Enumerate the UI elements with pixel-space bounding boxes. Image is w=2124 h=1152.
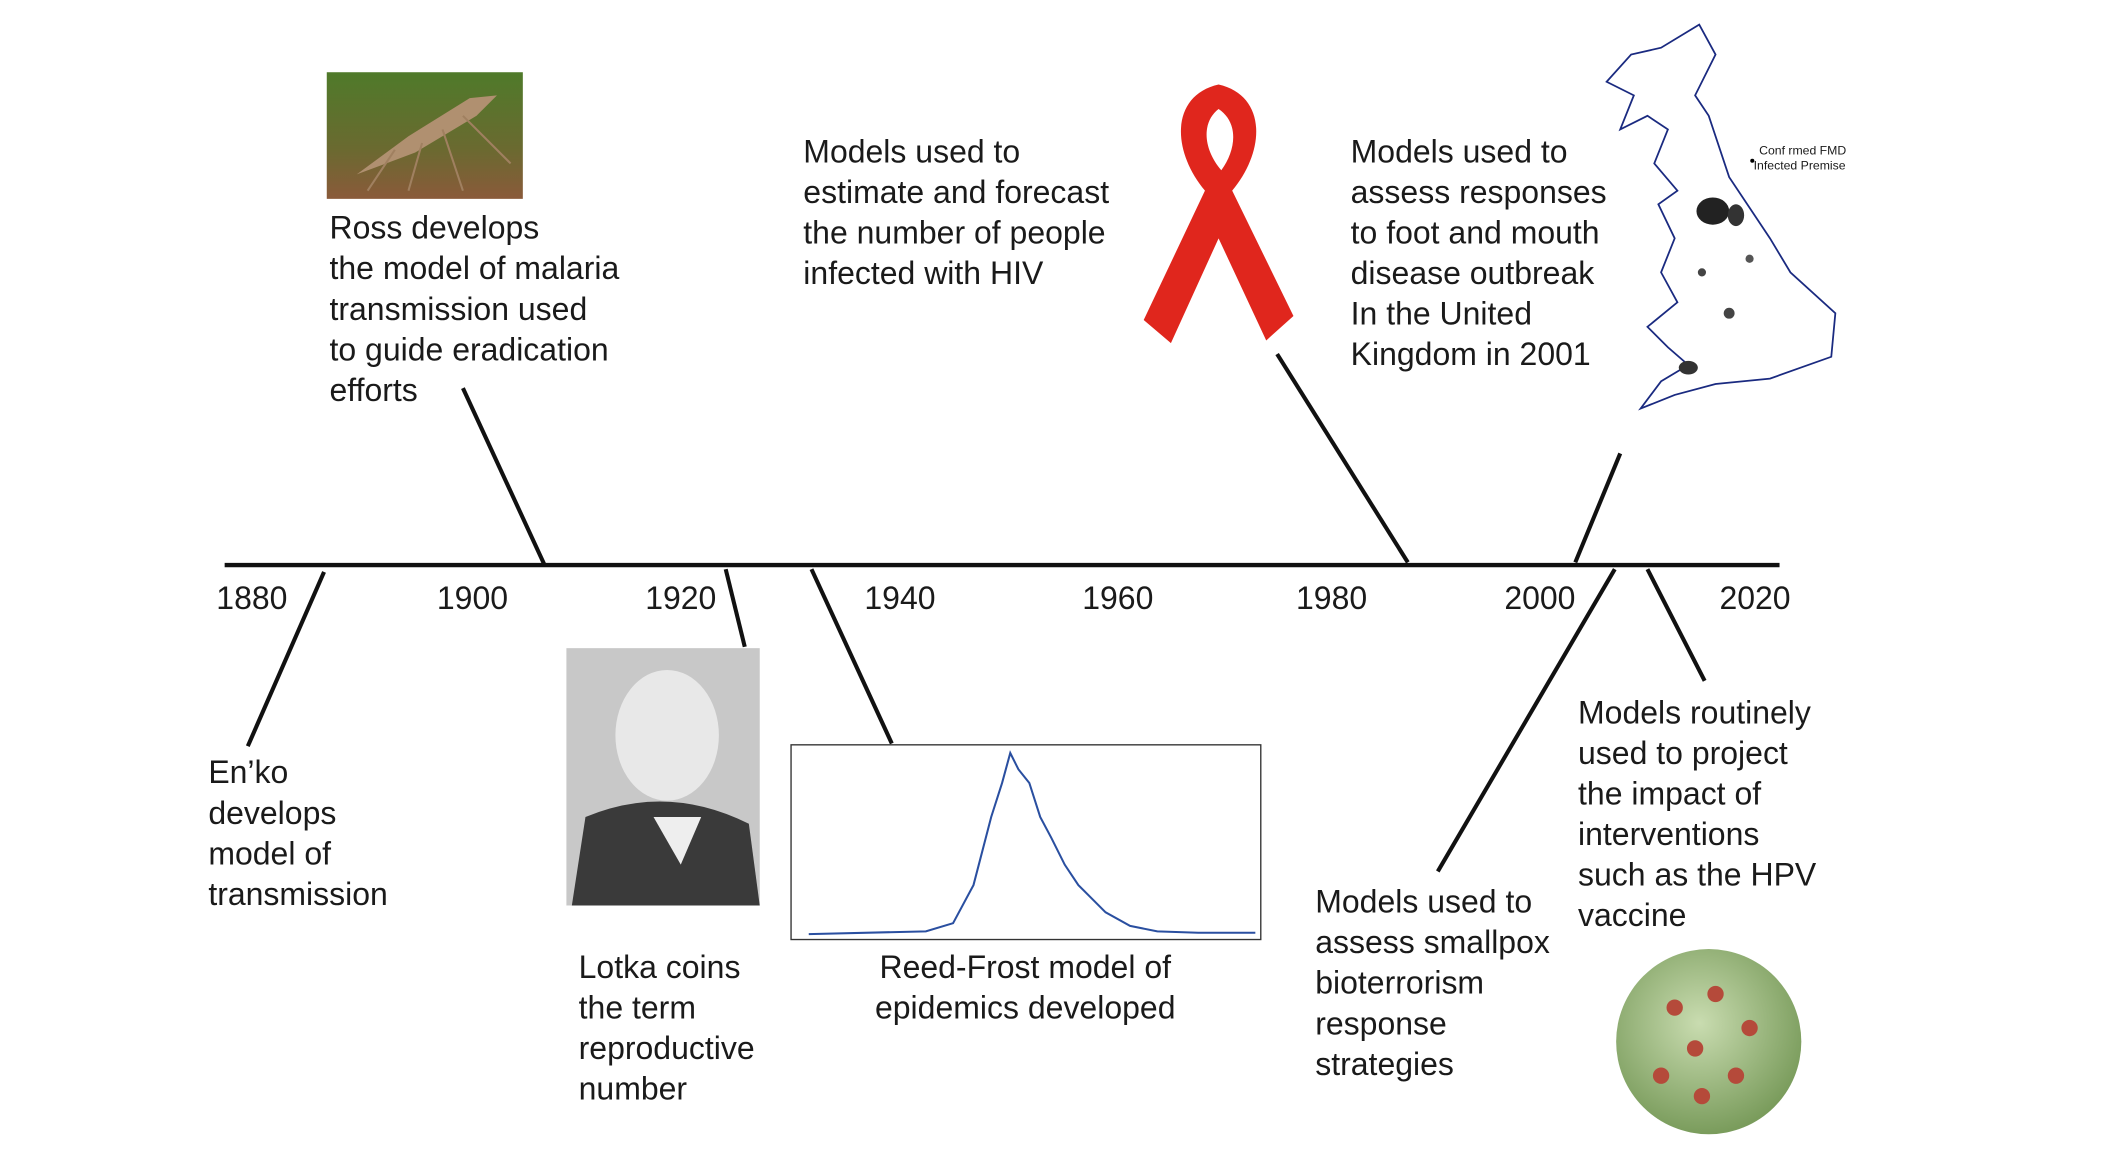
event-text: Models used to — [803, 133, 1020, 169]
lotka-portrait — [566, 648, 760, 906]
year-label: 1980 — [1296, 580, 1367, 616]
event-text: En’ko — [208, 754, 288, 790]
event-text: efforts — [329, 372, 417, 408]
event-text: the number of people — [803, 215, 1105, 251]
year-label: 1940 — [864, 580, 935, 616]
red-ribbon — [1143, 84, 1294, 344]
year-label: 2000 — [1504, 580, 1575, 616]
event-text: Reed-Frost model of — [879, 949, 1171, 985]
event-text: number — [579, 1071, 688, 1107]
map-legend: Conf rmed FMD — [1759, 143, 1846, 157]
event-text: response — [1315, 1005, 1447, 1041]
year-label: 1960 — [1082, 580, 1153, 616]
event-text: used to project — [1578, 735, 1788, 771]
year-label: 1900 — [437, 580, 508, 616]
year-label: 1880 — [216, 580, 287, 616]
epidemic-curve-image — [790, 744, 1262, 941]
event-text: Models used to — [1315, 884, 1532, 920]
event-text: Kingdom in 2001 — [1351, 336, 1591, 372]
event-text: infected with HIV — [803, 255, 1044, 291]
event-text: the impact of — [1578, 775, 1761, 811]
event-text: Lotka coins — [579, 949, 741, 985]
hpv-virus — [1616, 949, 1802, 1135]
event-text: estimate and forecast — [803, 174, 1109, 210]
event-text: bioterrorism — [1315, 965, 1484, 1001]
event-text: to foot and mouth — [1351, 215, 1600, 251]
event-text: the model of malaria — [329, 250, 619, 286]
event-text: assess smallpox — [1315, 924, 1550, 960]
event-text: strategies — [1315, 1046, 1454, 1082]
event-text: develops — [208, 795, 336, 831]
connectors — [245, 352, 1707, 873]
year-label: 2020 — [1719, 580, 1790, 616]
event-text: reproductive — [579, 1030, 755, 1066]
event-text: Models used to — [1351, 133, 1568, 169]
event-text: transmission used — [329, 291, 587, 327]
event-text: Ross develops — [329, 210, 539, 246]
event-text: Models routinely — [1578, 694, 1811, 730]
event-text: assess responses — [1351, 174, 1607, 210]
uk-map: Conf rmed FMD Infected Premise — [1605, 23, 1846, 411]
event-text: model of — [208, 835, 331, 871]
event-text: to guide eradication — [329, 331, 608, 367]
event-text: In the United — [1351, 296, 1532, 332]
map-legend: Infected Premise — [1754, 158, 1846, 172]
event-text: interventions — [1578, 816, 1759, 852]
event-text: vaccine — [1578, 897, 1686, 933]
year-label: 1920 — [645, 580, 716, 616]
event-text: disease outbreak — [1351, 255, 1596, 291]
event-text: such as the HPV — [1578, 857, 1817, 893]
mosquito-photo — [326, 72, 523, 199]
event-text: the term — [579, 990, 696, 1026]
event-text: transmission — [208, 876, 388, 912]
event-text: epidemics developed — [875, 990, 1176, 1026]
